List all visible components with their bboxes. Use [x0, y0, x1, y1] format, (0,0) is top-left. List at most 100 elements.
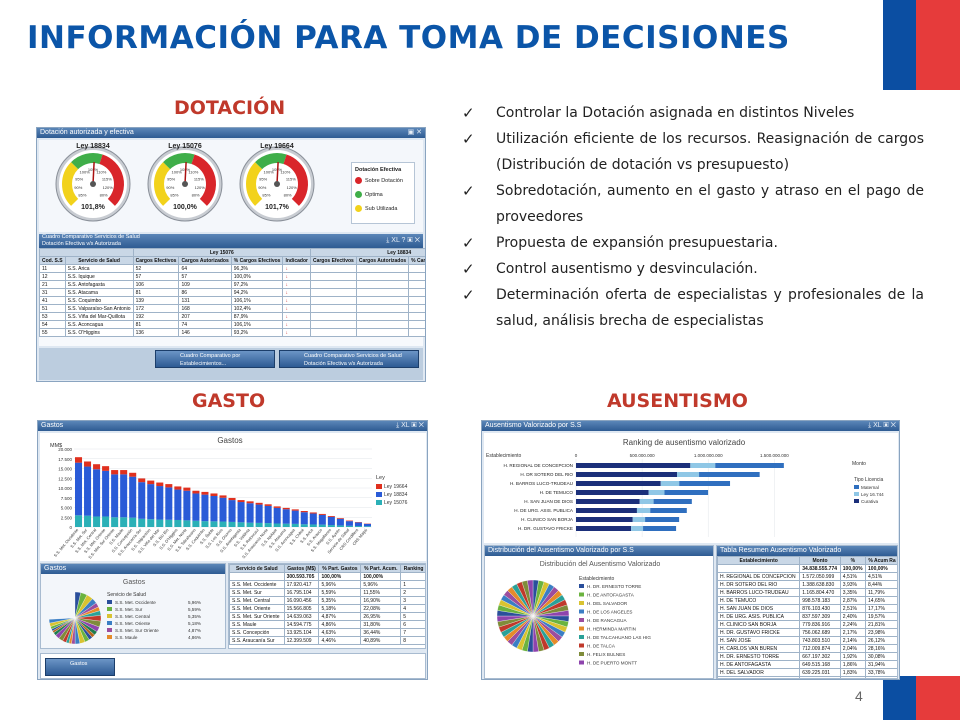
resumen-cell: 35,61% [865, 676, 897, 678]
resumen-cell: H. CLINICO SAN BORJA [717, 620, 801, 629]
gasto-cell: 1 [400, 580, 425, 589]
bar-segment [309, 513, 317, 525]
bar-segment [111, 517, 119, 527]
button-right-label: Cuadro Comparativo Servicios de Salud Do… [304, 353, 402, 367]
pie-legend-label: S.S. Met. Central [115, 614, 150, 619]
bar-segment [210, 493, 218, 496]
button-comparativo-servicios[interactable]: Cuadro Comparativo Servicios de Salud Do… [279, 350, 419, 368]
distribucion-header: Distribución del Ausentismo Valorizado p… [485, 546, 713, 556]
gauge-tick: 120% [287, 185, 298, 190]
resumen-cell: 1,83% [839, 668, 867, 677]
gasto-cell: 13.925.104 [283, 628, 320, 637]
cell-value: 94,2% [230, 288, 284, 297]
resumen-cell: 712.009.874 [799, 644, 841, 653]
section-label-dotacion: DOTACIÓN [174, 97, 286, 119]
bar-segment [354, 522, 362, 527]
gasto-pie-panel: Gastos Gastos Servicio de Salud S.S. Met. … [40, 563, 226, 649]
bar-segment [138, 518, 146, 527]
ranking-bar-curativa [576, 499, 640, 504]
cell-value [355, 296, 410, 305]
ranking-bar-maternal [645, 517, 680, 522]
bar-segment [327, 516, 335, 526]
gasto-cell: S.S. Araucanía Sur [229, 636, 285, 645]
bar-segment [174, 489, 182, 520]
gasto-table-row: S.S. Met. Sur Oriente 14.639.063 4,87% 26,9… [229, 612, 425, 621]
bar-segment [102, 466, 110, 471]
bar-segment [345, 525, 353, 527]
gasto-column-header: % Part. Gastos [318, 564, 362, 573]
gasto-table-row: S.S. Met. Central 16.090.456 5,35% 16,90% 3 [229, 596, 425, 605]
button-comparativo-establecimientos[interactable]: Cuadro Comparativo por Establecimientos.… [155, 350, 275, 368]
distribucion-legend-label: H. DE TALCAHUANO LAS HIG [587, 635, 651, 640]
gasto-total-cell: 100,00% [318, 572, 362, 581]
distribucion-legend-title: Establecimiento [579, 576, 615, 582]
pie-title: Gastos [123, 579, 146, 586]
gasto-cell: S.S. Met. Oriente [229, 604, 285, 613]
cell-value: 87,9% [230, 312, 284, 321]
bar-segment [192, 493, 200, 521]
gauge-arc-sobre [99, 154, 124, 206]
gauge-tick: 85% [78, 193, 86, 198]
gasto-cell: 16.090.456 [283, 596, 320, 605]
ranking-row-label: H. DR. GUSTAVO FRICKE [518, 526, 573, 531]
gauge-needle [276, 161, 279, 185]
gauge-tick: 110% [96, 170, 106, 175]
resumen-table-row: H. DR. GUSTAVO FRICKE 756.062.689 2,17% 23,… [717, 628, 897, 637]
bar-segment [120, 470, 128, 475]
resumen-cell: 743.803.510 [799, 636, 841, 645]
gauge-legend-title: Dotación Efectiva [355, 167, 402, 173]
gauge-tick: 120% [103, 185, 114, 190]
cell-value [309, 264, 357, 273]
gasto-tools-icon[interactable]: ⤓ XL ▣ ✕ [396, 422, 424, 429]
indicator-icon: ↓ [282, 312, 311, 321]
gasto-table-row: S.S. Concepción 13.925.104 4,63% 36,44% 7 [229, 628, 425, 637]
gasto-total-cell [400, 572, 425, 581]
cell-value: 207 [178, 312, 232, 321]
table-row: 53 S.S. Viña del Mar-Quillota 192 207 87,9% ↓… [39, 312, 425, 321]
cell-value [355, 328, 410, 337]
bullet-item: ✓ Propuesta de expansión presupuestaria. [462, 230, 924, 256]
bar-segment [111, 474, 119, 518]
resumen-table-row: H. SAN JUAN DE DIOS 876.103.430 2,51% 17,17… [717, 604, 897, 613]
bar-segment [300, 511, 308, 513]
bar-segment [210, 495, 218, 522]
pie-legend-label: S.S. Met. Sur [115, 607, 143, 612]
gasto-bar-chart: Gastos MM$20.000 17.500 15.000 12.500 10.000 7… [50, 436, 408, 560]
cell-cod: 31 [39, 288, 66, 297]
bullet-text: Control ausentismo y desvinculación. [496, 261, 758, 277]
cell-servicio: S.S. Iquique [64, 272, 134, 281]
distribucion-legend-swatch [579, 592, 584, 597]
cell-value [408, 304, 425, 313]
cell-servicio: S.S. Valparaíso-San Antonio [64, 304, 134, 313]
cell-value: 96,3% [230, 264, 284, 273]
resumen-column-header: Monto [799, 556, 841, 565]
y-tick-label: 12.500 [58, 476, 72, 481]
dotacion-header: Dotación autorizada y efectiva ▣ ✕ [37, 128, 425, 138]
gasto-cell: 22,08% [360, 604, 402, 613]
gauge-tick: 110% [188, 170, 198, 175]
table-tools-icon[interactable]: ⤓ XL ? ▣ ✕ [386, 237, 420, 244]
gasto-header-text: Gastos [41, 422, 64, 429]
gauge-hub [90, 181, 96, 187]
bullet-text: Sobredotación, aumento en el gasto y atr… [496, 183, 924, 225]
bar-segment [291, 523, 299, 527]
button-gastos[interactable]: Gastos [45, 658, 115, 676]
aus-tools-icon[interactable]: ⤓ XL ▣ ✕ [868, 422, 896, 429]
distribucion-legend-swatch [579, 601, 584, 605]
resumen-cell: H. REGIONAL DE CONCEPCION [717, 572, 801, 581]
ranking-bar-maternal [715, 463, 784, 468]
table-header-row: Cod. S.S Servicio de Salud Cargos Efectivo… [39, 256, 425, 265]
bar-segment [174, 519, 182, 527]
bar-segment [129, 472, 137, 477]
x-tick-label: 0 [575, 453, 578, 458]
window-tools-icon[interactable]: ▣ ✕ [407, 129, 422, 136]
distribucion-legend-swatch [579, 643, 584, 648]
pie-legend-value: 5,59% [188, 607, 201, 612]
gauge-tick: 90% [74, 185, 82, 190]
dotacion-table-title: Cuadro Comparativo Servicios de Salud [42, 234, 140, 240]
bar-segment [156, 486, 164, 520]
gauge-tick: 115% [102, 176, 112, 181]
resumen-table-row: H. DE LOS ANGELES637.695.4061,83%35,61% [717, 676, 897, 678]
indicator-icon: ↓ [282, 288, 311, 297]
gasto-cell: S.S. Met. Sur Oriente [229, 612, 285, 621]
